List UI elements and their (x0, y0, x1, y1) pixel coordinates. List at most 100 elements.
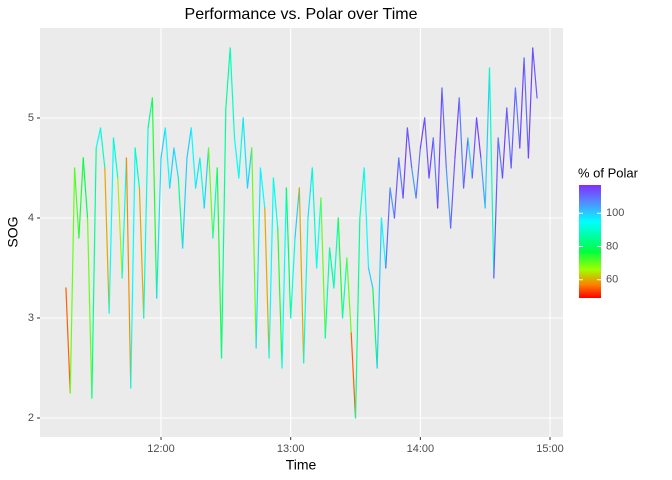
y-axis-label: SOG (5, 216, 21, 247)
line-segment (91, 147, 97, 399)
line-segment (86, 217, 93, 399)
line-segment (108, 137, 115, 314)
line-segment (303, 217, 309, 364)
line-segment (121, 157, 128, 279)
line-segment (333, 217, 339, 289)
line-segment (285, 187, 292, 319)
x-tick-label: 12:00 (147, 443, 175, 455)
line-segment (328, 247, 335, 289)
line-segment (480, 157, 486, 209)
line-segment (277, 227, 283, 369)
line-segment (281, 187, 287, 369)
line-segment (393, 157, 400, 219)
line-segment (389, 187, 396, 219)
line-segment (467, 137, 473, 179)
line-segment (441, 87, 447, 169)
line-segment (307, 167, 313, 219)
line-segment (346, 257, 352, 334)
line-segment (268, 177, 275, 359)
legend-tick-label: 60 (606, 274, 618, 286)
line-segment (527, 47, 534, 159)
line-segment (450, 157, 456, 229)
line-segment (229, 47, 236, 139)
y-tick-label: 4 (28, 212, 34, 224)
line-segment (225, 47, 231, 109)
line-segment (112, 137, 119, 179)
legend-colorbar (579, 185, 601, 298)
line-segment (251, 147, 257, 349)
line-segment (367, 267, 374, 289)
line-segment (73, 167, 80, 239)
line-segment (220, 107, 227, 359)
line-segment (415, 147, 421, 199)
line-segment (95, 127, 102, 149)
line-segment (337, 217, 344, 319)
line-segment (272, 177, 279, 229)
line-segment (402, 127, 408, 199)
line-segment (372, 287, 378, 369)
legend-tick-label: 80 (606, 240, 618, 252)
line-segment (316, 197, 322, 269)
x-tick-label: 15:00 (536, 443, 564, 455)
line-segment (523, 57, 530, 159)
line-segment (354, 217, 361, 419)
line-segment (173, 147, 179, 179)
line-segment (445, 167, 452, 229)
line-segment (471, 117, 478, 179)
line-segment (156, 157, 162, 299)
line-segment (493, 137, 499, 279)
legend-title: % of Polar (578, 165, 639, 180)
line-segment (506, 107, 512, 169)
line-segment (69, 167, 76, 394)
line-segment (125, 157, 132, 389)
line-segment (406, 127, 413, 169)
plot-panel (40, 28, 563, 437)
line-segment (398, 157, 404, 199)
line-segment (484, 67, 491, 209)
line-segment (424, 117, 430, 179)
line-segment (454, 97, 460, 159)
x-tick-label: 13:00 (277, 443, 305, 455)
line-segment (255, 167, 262, 349)
line-segment (437, 87, 443, 209)
line-segment (294, 187, 300, 239)
line-segment (341, 257, 348, 319)
line-segment (182, 157, 188, 249)
line-segment (510, 87, 517, 169)
line-segment (501, 107, 508, 179)
line-segment (151, 97, 158, 299)
line-segment (475, 117, 482, 159)
line-segment (458, 97, 465, 189)
x-tick-label: 14:00 (407, 443, 435, 455)
line-segment (428, 137, 434, 179)
line-segment (380, 217, 387, 269)
line-segment (134, 147, 141, 189)
line-segment (411, 167, 417, 199)
line-segment (164, 127, 171, 189)
line-segment (99, 127, 106, 169)
line-segment (246, 147, 253, 189)
line-segment (78, 157, 84, 239)
line-segment (138, 187, 145, 319)
line-segment (519, 57, 525, 149)
line-segment (104, 167, 110, 314)
line-segment (497, 137, 504, 179)
line-segment (311, 167, 318, 269)
line-segment (169, 147, 175, 189)
line-segment (130, 147, 136, 389)
x-axis-label: Time (286, 457, 317, 473)
line-segment (488, 67, 495, 279)
line-segment (264, 207, 270, 359)
line-segment (177, 177, 184, 249)
line-segment (359, 167, 365, 219)
y-tick-label: 5 (28, 112, 34, 124)
y-tick-label: 3 (28, 312, 34, 324)
line-segment (212, 167, 218, 239)
legend-tick-label: 100 (606, 207, 624, 219)
line-segment (419, 117, 426, 149)
y-tick-label: 2 (28, 412, 34, 424)
line-segment (207, 147, 214, 239)
line-segment (385, 187, 391, 269)
line-segment (147, 97, 153, 129)
line-segment (143, 127, 149, 319)
